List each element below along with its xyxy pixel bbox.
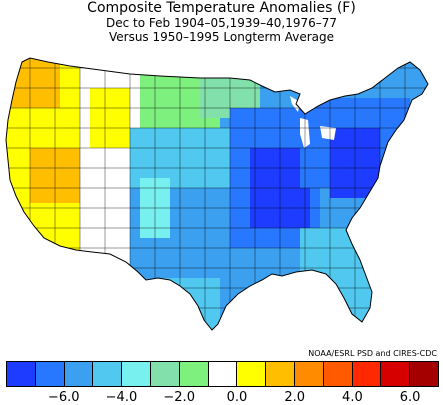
legend-tick-label: −4.0 <box>105 390 138 405</box>
legend-swatch <box>179 362 209 386</box>
legend-swatch <box>35 362 65 386</box>
map-subtitle-baseline: Versus 1950–1995 Longterm Average <box>108 30 335 44</box>
legend-swatch <box>266 362 295 386</box>
legend-tick-label: −6.0 <box>47 390 80 405</box>
legend-swatch <box>352 362 382 386</box>
credit-text: NOAA/ESRL PSD and CIRES-CDC <box>308 349 437 358</box>
legend-tick-label: 6.0 <box>399 390 421 405</box>
color-legend-ticks: −6.0 −4.0 −2.0 0.0 2.0 4.0 6.0 <box>6 390 439 405</box>
map-title: Composite Temperature Anomalies (F) <box>87 0 356 16</box>
legend-swatch <box>7 362 36 386</box>
us-outline <box>5 57 429 331</box>
legend-swatch <box>122 362 151 386</box>
us-anomaly-map <box>5 57 429 331</box>
legend-swatch <box>64 362 94 386</box>
legend-tick-label: 2.0 <box>284 390 305 405</box>
map-subtitle-period: Dec to Feb 1904–05,1939–40,1976–77 <box>105 16 337 30</box>
color-legend-bar <box>6 361 439 387</box>
legend-swatch <box>208 362 238 386</box>
legend-tick-label: 0.0 <box>226 390 248 405</box>
legend-swatch <box>150 362 180 386</box>
legend-swatch <box>381 362 411 386</box>
legend-swatch <box>410 362 438 386</box>
legend-swatch <box>294 362 324 386</box>
legend-swatch <box>93 362 123 386</box>
legend-tick-label: −2.0 <box>163 390 195 405</box>
legend-swatch <box>237 362 267 386</box>
legend-tick-label: 4.0 <box>342 390 363 405</box>
legend-swatch <box>323 362 353 386</box>
